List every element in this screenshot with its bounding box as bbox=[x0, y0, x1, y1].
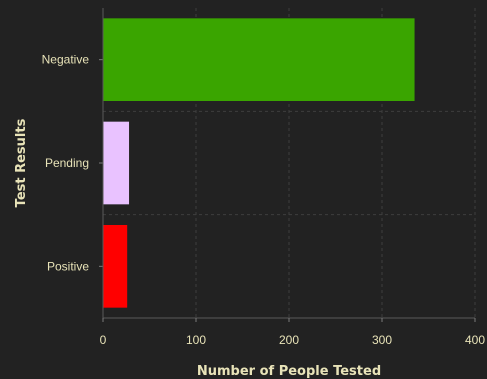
bar-pending bbox=[103, 121, 130, 205]
y-tick-label: Negative bbox=[42, 53, 90, 67]
x-tick-label: 400 bbox=[465, 333, 485, 347]
y-axis-title: Test Results bbox=[14, 118, 29, 207]
x-tick-label: 100 bbox=[186, 333, 206, 347]
bar-negative bbox=[103, 18, 415, 101]
x-axis-title: Number of People Tested bbox=[197, 364, 381, 379]
axes bbox=[99, 8, 476, 322]
x-tick-label: 200 bbox=[279, 333, 299, 347]
y-tick-label: Positive bbox=[47, 259, 89, 273]
bar-positive bbox=[103, 225, 128, 308]
tick-labels: Negative Pending Positive 0 100 200 300 400 bbox=[42, 53, 486, 347]
bars bbox=[103, 18, 415, 308]
x-tick-label: 300 bbox=[372, 333, 392, 347]
y-tick-label: Pending bbox=[45, 156, 89, 170]
x-tick-label: 0 bbox=[100, 333, 107, 347]
